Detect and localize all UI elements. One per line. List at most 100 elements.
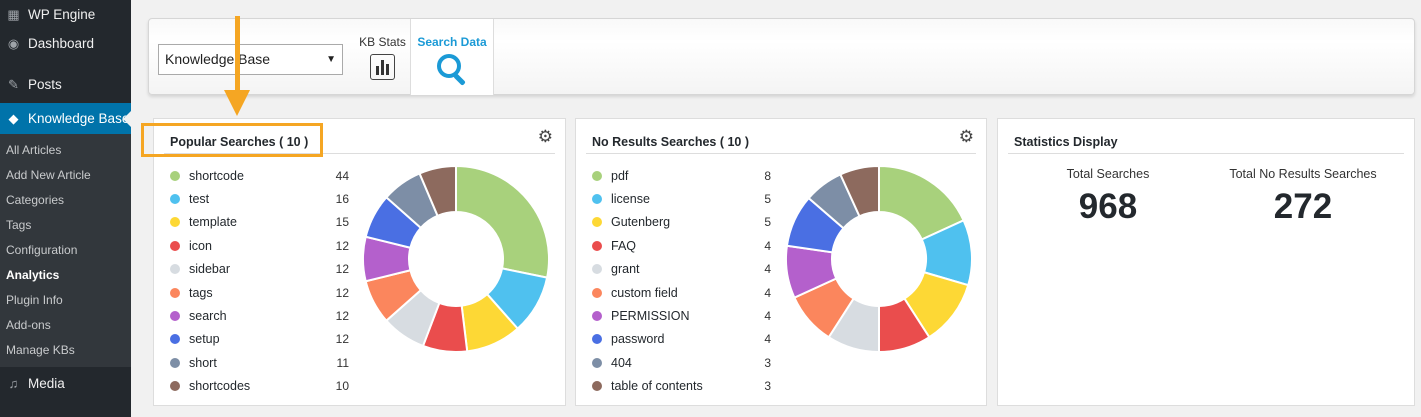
list-item: table of contents 3 [592,375,771,398]
search-term: short [189,355,217,370]
legend-swatch [592,357,602,368]
search-term: grant [611,262,640,277]
total-no-results-label: Total No Results Searches [1229,167,1377,181]
popular-searches-panel: Popular Searches ( 10 ) ⚙ shortcode 44 tes… [153,118,566,406]
sidebar-subitem-analytics[interactable]: Analytics [6,268,60,282]
legend-swatch [170,217,180,228]
sidebar-item-knowledge-base[interactable]: ◆ Knowledge Base [0,103,131,134]
search-term: FAQ [611,238,637,253]
legend-swatch [592,287,602,298]
search-count: 12 [335,285,349,300]
sidebar-subitem-categories[interactable]: Categories [6,193,65,207]
legend-swatch [170,381,180,392]
list-item: sidebar 12 [170,258,349,281]
search-count: 11 [336,355,349,370]
sidebar-subitem-plugin-info[interactable]: Plugin Info [6,293,63,307]
tab-kb-stats[interactable]: KB Stats [355,19,410,95]
sidebar-item-label: Knowledge Base [28,111,130,126]
dashboard-icon: ◉ [7,35,20,51]
media-icon: ♫ [8,376,19,391]
search-count: 4 [764,285,771,300]
search-count: 4 [764,262,771,277]
search-term: custom field [611,285,678,300]
no-results-searches-panel: No Results Searches ( 10 ) ⚙ pdf 8 license… [575,118,987,406]
gear-icon[interactable]: ⚙ [958,127,974,146]
search-count: 4 [764,332,771,347]
list-item: license 5 [592,187,771,210]
search-term: search [189,309,227,324]
sidebar-item-dashboard[interactable]: ◉ Dashboard [0,29,131,58]
list-item: 404 3 [592,351,771,374]
sidebar-subitem-all-articles[interactable]: All Articles [6,143,62,157]
search-count: 3 [764,379,771,394]
list-item: grant 4 [592,258,771,281]
list-item: setup 12 [170,328,349,351]
list-item: custom field 4 [592,281,771,304]
sidebar-subitem-configuration[interactable]: Configuration [6,243,78,257]
search-count: 44 [335,168,349,183]
search-term: license [611,192,650,207]
search-count: 4 [764,238,771,253]
legend-swatch [592,264,602,275]
list-item: search 12 [170,304,349,327]
knowledge-base-submenu: All Articles Add New Article Categories Tag… [0,134,131,367]
list-item: icon 12 [170,234,349,257]
search-term: password [611,332,665,347]
search-term: PERMISSION [611,309,690,324]
kb-select[interactable]: Knowledge Base ▼ [158,44,343,75]
legend-swatch [592,240,602,251]
sidebar-item-label: WP Engine [28,7,96,22]
search-term: Gutenberg [611,215,671,230]
annotation-arrow-icon [224,90,250,116]
popular-searches-title: Popular Searches ( 10 ) [164,129,555,154]
search-term: shortcode [189,168,244,183]
kb-select-value: Knowledge Base [165,51,271,67]
tab-search-data[interactable]: Search Data [410,19,494,95]
search-count: 12 [335,309,349,324]
total-searches-label: Total Searches [1066,167,1150,181]
legend-swatch [170,240,180,251]
legend-swatch [170,357,180,368]
list-item: password 4 [592,328,771,351]
legend-swatch [592,194,602,205]
search-count: 15 [335,215,349,230]
donut-slice-shortcodes[interactable] [418,164,457,218]
total-searches-value: 968 [1078,187,1138,226]
legend-swatch [592,381,602,392]
search-count: 10 [335,379,349,394]
donut-slice-shortcode[interactable] [455,164,550,279]
legend-swatch [592,311,602,322]
list-item: shortcodes 10 [170,375,349,398]
search-term: table of contents [611,379,703,394]
no-results-searches-list: pdf 8 license 5 Gutenberg 5 FAQ 4 grant 4 custom f… [592,164,771,398]
legend-swatch [170,311,180,322]
donut-slice-table-of-contents[interactable] [839,164,880,218]
search-count: 16 [335,192,349,207]
search-count: 3 [764,355,771,370]
admin-sidebar: ▦ WP Engine ◉ Dashboard ✎ Posts ◆ Knowle… [0,0,131,417]
legend-swatch [170,170,180,181]
gear-icon[interactable]: ⚙ [537,127,553,146]
sidebar-item-media[interactable]: ♫ Media [0,369,131,398]
search-count: 5 [764,192,771,207]
sidebar-subitem-add-ons[interactable]: Add-ons [6,318,51,332]
legend-swatch [592,334,602,345]
list-item: PERMISSION 4 [592,304,771,327]
tab-kb-stats-label: KB Stats [359,35,406,49]
list-item: test 16 [170,187,349,210]
sidebar-subitem-add-new-article[interactable]: Add New Article [6,168,91,182]
sidebar-item-posts[interactable]: ✎ Posts [0,70,131,99]
search-count: 12 [335,262,349,277]
search-count: 4 [764,309,771,324]
search-term: 404 [611,355,632,370]
sidebar-subitem-tags[interactable]: Tags [6,218,32,232]
legend-swatch [170,264,180,275]
search-term: tags [189,285,213,300]
analytics-toolbar: Knowledge Base ▼ KB Stats Search Data [148,18,1415,95]
dropdown-caret-icon: ▼ [326,54,336,65]
sidebar-subitem-manage-kbs[interactable]: Manage KBs [6,343,75,357]
sidebar-item-label: Dashboard [28,36,95,51]
sidebar-item-wp-engine[interactable]: ▦ WP Engine [0,0,131,29]
list-item: short 11 [170,351,349,374]
search-count: 12 [335,332,349,347]
